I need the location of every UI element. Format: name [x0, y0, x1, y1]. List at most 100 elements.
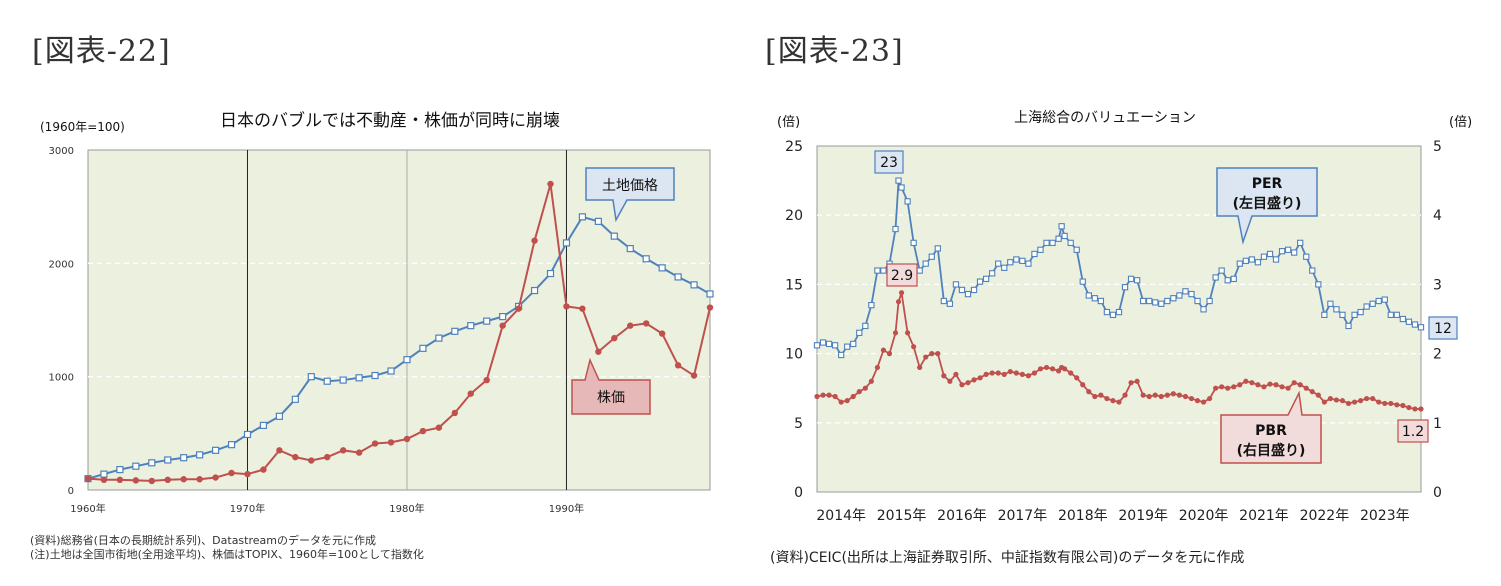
y-tick-label: 2000 [49, 259, 74, 270]
pbr-point [1255, 382, 1261, 388]
pbr-point [1273, 382, 1279, 388]
pbr-point [1321, 399, 1327, 405]
per-point [1339, 311, 1346, 318]
pbr-point [989, 370, 995, 376]
per-point [904, 198, 911, 205]
land-price-point [164, 456, 172, 464]
pbr-point [971, 377, 977, 383]
pbr-point [814, 393, 820, 400]
left-tick-label: 10 [785, 347, 803, 363]
pbr-point [911, 344, 917, 350]
shanghai-valuation-chart: 上海総合のバリュエーション (倍) (倍) 0 5 10 15 20 25 0 1 2 3 4 5 2014年… [765, 100, 1495, 530]
left-tick-label: 0 [794, 485, 803, 501]
stock-price-point [419, 427, 427, 435]
stock-price-point [244, 470, 251, 478]
stock-price-point [531, 237, 538, 244]
pbr-point [1001, 371, 1007, 377]
per-point [1115, 308, 1123, 316]
land-price-point [546, 269, 555, 278]
pbr-peak-label-box [886, 263, 918, 287]
pbr-point [1309, 389, 1315, 395]
stock-price-point [196, 476, 203, 483]
pbr-point [1394, 402, 1400, 408]
x-tick-label: 1970年 [230, 502, 265, 515]
pbr-point [1146, 393, 1152, 400]
per-point [1321, 311, 1328, 318]
per-point [844, 343, 851, 350]
per-point [1230, 275, 1237, 283]
pbr-point [1086, 389, 1092, 395]
pbr-point [1382, 400, 1388, 407]
land-price-point [626, 245, 634, 253]
land-price-point [100, 470, 108, 478]
per-peak-label: 23 [880, 155, 898, 171]
per-point [1103, 308, 1111, 316]
right-tick-label: 1 [1433, 416, 1442, 432]
per-point [1031, 250, 1038, 258]
pbr-point [917, 364, 923, 371]
per-point [916, 267, 923, 274]
pbr-point [1080, 382, 1086, 388]
pbr-point [1418, 406, 1424, 412]
pbr-point [1351, 399, 1358, 405]
stock-price-point [579, 305, 586, 312]
stock-price-point [371, 440, 379, 447]
pbr-point [1315, 392, 1321, 398]
stock-price-point [627, 322, 634, 329]
x-tick-label: 2016年 [937, 508, 987, 524]
pbr-point [1098, 392, 1104, 398]
pbr-point [1237, 382, 1243, 388]
per-point [1417, 324, 1425, 331]
stock-price-callout [571, 357, 651, 415]
land-price-point [419, 344, 427, 352]
pbr-point [895, 299, 902, 305]
per-point [995, 260, 1002, 267]
pbr-point [1013, 370, 1019, 376]
pbr-callout-line-2: (右目盛り) [1237, 442, 1306, 459]
stock-price-point [164, 476, 171, 483]
land-price-point [291, 395, 299, 403]
stock-price-line [87, 183, 711, 482]
pbr-point [1243, 378, 1249, 384]
left-tick-label: 20 [785, 208, 803, 224]
stock-price-point [132, 477, 140, 484]
pbr-point [1291, 380, 1297, 386]
land-price-point [451, 327, 459, 335]
per-point [1345, 322, 1352, 330]
pbr-point [1037, 366, 1044, 372]
land-price-point [323, 377, 331, 385]
y-tick-label: 1000 [49, 373, 74, 384]
pbr-point [1182, 393, 1189, 400]
right-tick-label: 4 [1433, 208, 1442, 224]
pbr-point [1358, 398, 1364, 404]
x-tick-label: 2019年 [1118, 508, 1168, 524]
stock-price-point [658, 330, 666, 337]
per-point [892, 225, 899, 233]
x-tick-label: 2018年 [1058, 508, 1108, 524]
per-point [1327, 300, 1334, 307]
per-last-label-box [1428, 316, 1458, 340]
pbr-point [1376, 399, 1382, 405]
pbr-point [850, 393, 856, 400]
right-tick-label: 3 [1433, 277, 1442, 293]
land-price-point [610, 232, 618, 240]
per-point [1085, 292, 1092, 299]
land-price-point [243, 430, 252, 439]
pbr-point [965, 380, 971, 386]
per-point [1194, 297, 1201, 305]
pbr-point [1031, 370, 1038, 376]
per-point [1242, 257, 1249, 265]
per-point [898, 184, 905, 191]
per-point [1224, 277, 1231, 284]
per-point [940, 297, 947, 305]
per-point [825, 340, 833, 348]
pbr-point [1140, 392, 1146, 398]
per-point [928, 253, 935, 260]
per-point [1248, 256, 1256, 263]
land-price-point [499, 313, 507, 321]
stock-price-point [499, 322, 506, 329]
per-callout-line-1: PER [1252, 176, 1283, 192]
stock-price-point [403, 435, 411, 443]
pbr-point [1019, 371, 1025, 377]
x-tick-label: 1990年 [549, 502, 584, 515]
